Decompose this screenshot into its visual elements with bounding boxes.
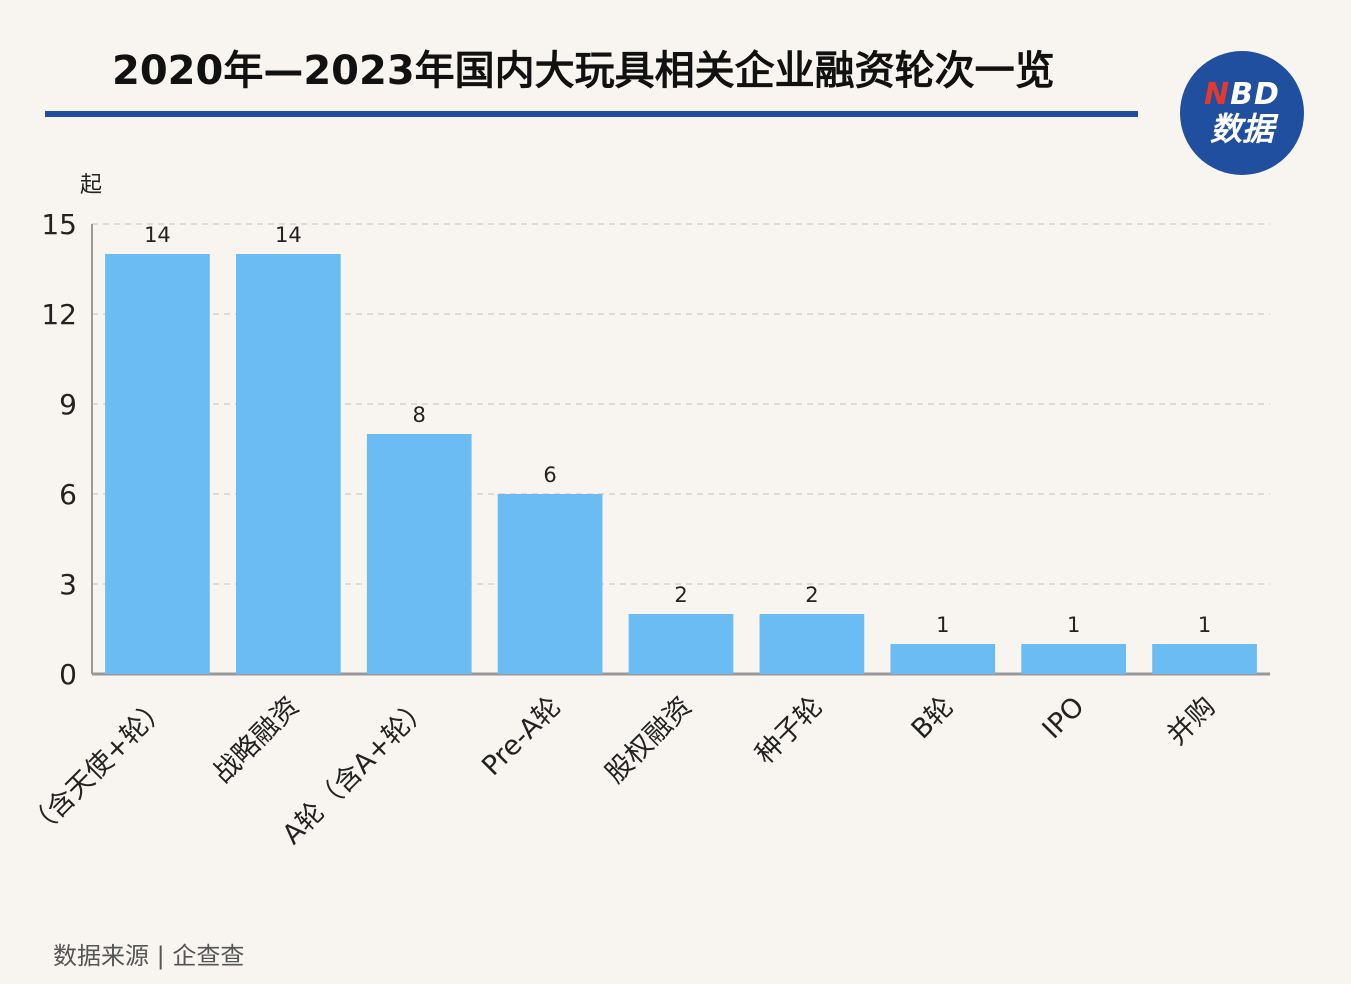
y-tick-label: 6 — [59, 478, 77, 511]
logo-top-letters: BD — [1230, 77, 1280, 112]
data-label: 8 — [413, 403, 426, 427]
y-tick-label: 12 — [41, 298, 77, 331]
bar — [1021, 644, 1127, 674]
logo-accent-letter: N — [1204, 77, 1231, 112]
logo-bottom-text: 数据 — [1209, 110, 1274, 148]
title-underline — [45, 111, 1138, 117]
bar — [105, 254, 210, 674]
y-tick-label: 9 — [59, 388, 77, 421]
data-label: 2 — [805, 583, 818, 607]
x-tick-label: 战略融资 — [207, 691, 305, 789]
y-tick-label: 0 — [59, 658, 77, 691]
bar — [1152, 644, 1257, 674]
bar — [759, 614, 865, 674]
x-tick-label: 并购 — [1161, 691, 1221, 751]
data-label: 14 — [144, 223, 171, 247]
bar — [890, 644, 996, 674]
chart-title: 2020年—2023年国内大玩具相关企业融资轮次一览 — [112, 48, 1055, 94]
data-label: 2 — [674, 583, 687, 607]
x-tick-label: （含天使+轮） — [22, 691, 174, 843]
data-label: 1 — [1067, 613, 1080, 637]
bar — [628, 614, 734, 674]
data-label: 1 — [936, 613, 949, 637]
nbd-logo: NBD 数据 — [1180, 51, 1304, 175]
x-tick-label: IPO — [1037, 691, 1091, 745]
y-tick-label: 15 — [41, 208, 77, 241]
bar — [235, 254, 341, 674]
logo-top-text: NBD — [1204, 79, 1280, 111]
data-label: 14 — [275, 223, 302, 247]
x-tick-label: Pre-A轮 — [476, 691, 567, 782]
x-tick-label: 种子轮 — [750, 691, 829, 770]
x-tick-label: 股权融资 — [600, 691, 698, 789]
bar — [497, 494, 603, 674]
data-label: 1 — [1198, 613, 1211, 637]
y-tick-label: 3 — [59, 568, 77, 601]
data-label: 6 — [543, 463, 556, 487]
data-source: 数据来源 | 企查查 — [53, 942, 245, 970]
x-tick-label: B轮 — [906, 691, 960, 745]
y-axis-unit-label: 起 — [80, 173, 102, 198]
bar — [366, 434, 472, 674]
